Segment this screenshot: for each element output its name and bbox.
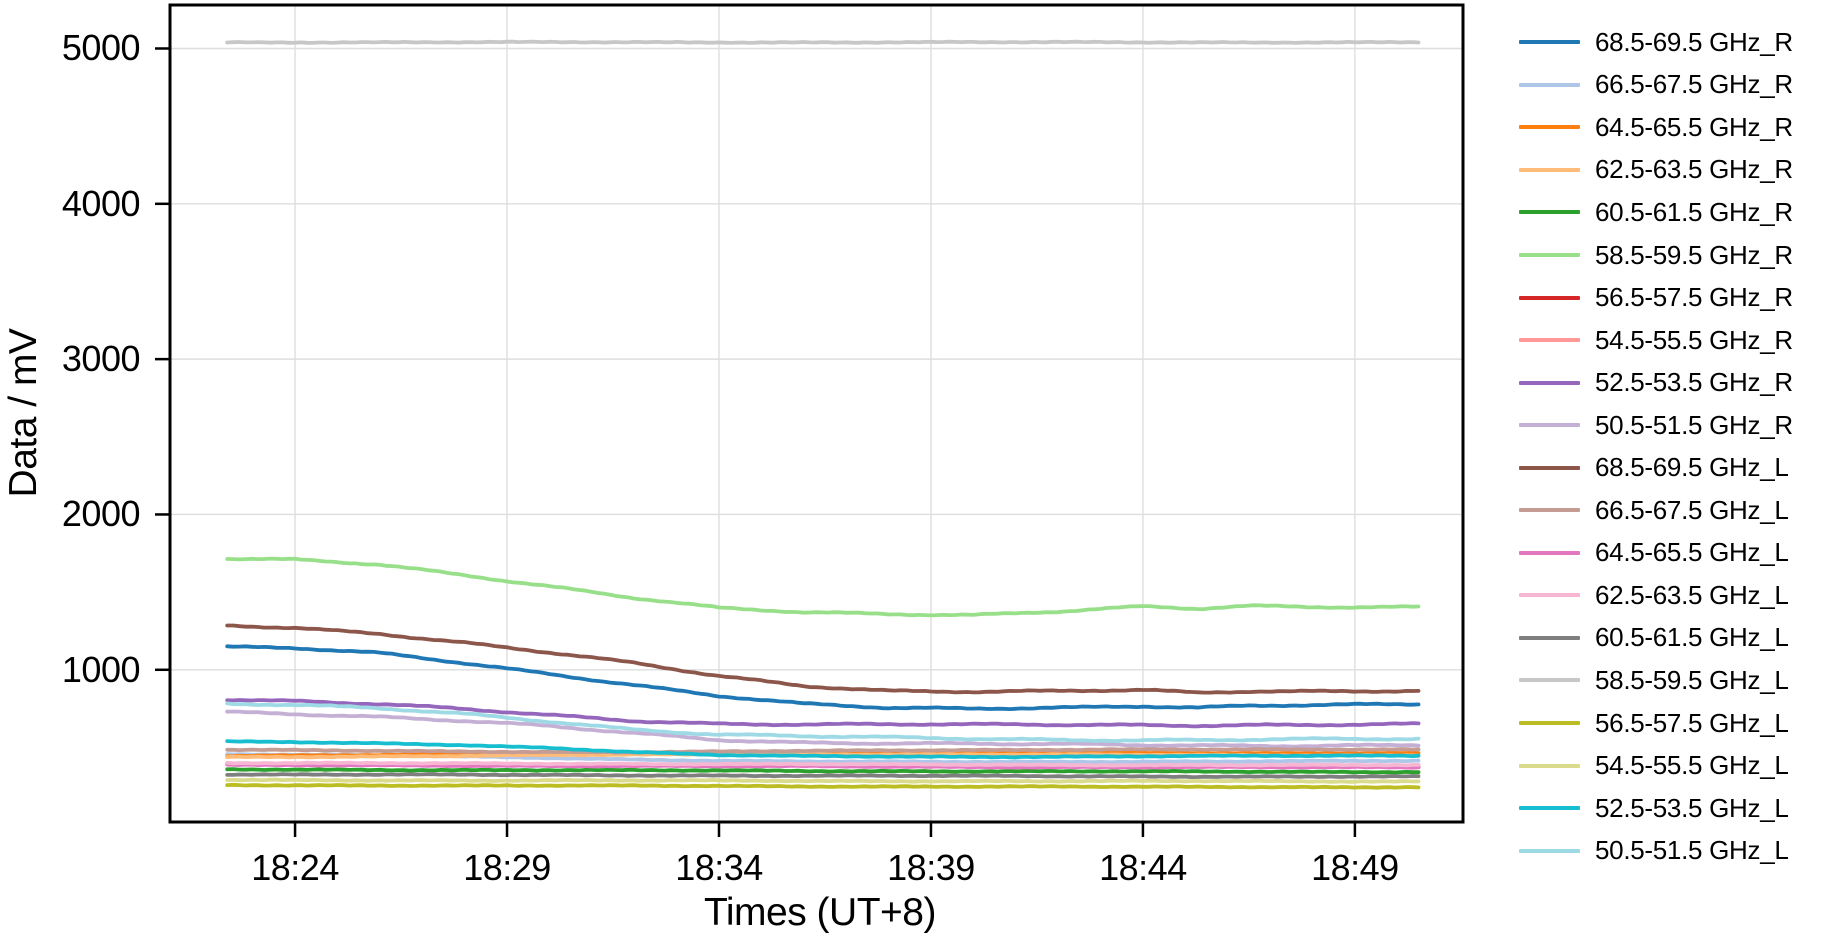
legend-label: 68.5-69.5 GHz_R — [1595, 26, 1793, 57]
legend-item: 66.5-67.5 GHz_L — [1519, 489, 1793, 532]
legend-item: 58.5-59.5 GHz_R — [1519, 234, 1793, 277]
legend-swatch — [1519, 295, 1580, 300]
series-line-60-5-61-5-ghz-l — [225, 772, 1421, 779]
legend-swatch — [1519, 210, 1580, 215]
legend-swatch — [1519, 40, 1580, 45]
legend-item: 50.5-51.5 GHz_L — [1519, 829, 1793, 872]
legend-swatch — [1519, 721, 1580, 726]
x-tick-label: 18:24 — [251, 847, 339, 888]
y-tick-label: 5000 — [61, 27, 141, 69]
series-lines — [225, 39, 1421, 790]
plot-frame — [168, 3, 1465, 824]
legend-item: 64.5-65.5 GHz_L — [1519, 532, 1793, 575]
legend-label: 68.5-69.5 GHz_L — [1595, 452, 1789, 483]
x-tick-label: 18:49 — [1311, 847, 1399, 888]
legend-label: 62.5-63.5 GHz_L — [1595, 579, 1789, 610]
series-line-58-5-59-5-ghz-l — [225, 39, 1421, 45]
series-line-68-5-69-5-ghz-l — [225, 623, 1421, 695]
legend-item: 58.5-59.5 GHz_L — [1519, 659, 1793, 702]
legend-item: 60.5-61.5 GHz_L — [1519, 617, 1793, 660]
x-axis-title: Times (UT+8) — [704, 891, 936, 934]
legend-label: 66.5-67.5 GHz_R — [1595, 69, 1793, 100]
legend-swatch — [1519, 593, 1580, 598]
legend-swatch — [1519, 763, 1580, 768]
legend-item: 68.5-69.5 GHz_L — [1519, 446, 1793, 489]
legend-label: 52.5-53.5 GHz_R — [1595, 367, 1793, 398]
series-line-62-5-63-5-ghz-l — [225, 760, 1421, 768]
legend-label: 56.5-57.5 GHz_L — [1595, 707, 1789, 738]
legend-label: 64.5-65.5 GHz_R — [1595, 111, 1793, 142]
series-line-54-5-55-5-ghz-l — [225, 777, 1421, 784]
y-tick-label: 1000 — [61, 648, 141, 690]
legend-swatch — [1519, 338, 1580, 343]
x-tick-label: 18:34 — [675, 847, 763, 888]
y-axis-title: Data / mV — [2, 328, 45, 498]
series-line-52-5-53-5-ghz-r — [225, 698, 1421, 729]
legend-label: 50.5-51.5 GHz_R — [1595, 409, 1793, 440]
legend-swatch — [1519, 678, 1580, 683]
y-tick-label: 3000 — [61, 338, 141, 380]
legend-swatch — [1519, 806, 1580, 811]
legend-label: 58.5-59.5 GHz_L — [1595, 664, 1789, 695]
legend-item: 66.5-67.5 GHz_R — [1519, 64, 1793, 107]
legend-item: 52.5-53.5 GHz_R — [1519, 361, 1793, 404]
legend-label: 52.5-53.5 GHz_L — [1595, 792, 1789, 823]
series-line-58-5-59-5-ghz-r — [225, 556, 1421, 618]
legend-label: 50.5-51.5 GHz_L — [1595, 835, 1789, 866]
legend-item: 64.5-65.5 GHz_R — [1519, 106, 1793, 149]
legend-item: 52.5-53.5 GHz_L — [1519, 787, 1793, 830]
legend-item: 50.5-51.5 GHz_R — [1519, 404, 1793, 447]
series-line-60-5-61-5-ghz-r — [225, 767, 1421, 775]
legend-item: 62.5-63.5 GHz_R — [1519, 149, 1793, 192]
legend-label: 62.5-63.5 GHz_R — [1595, 154, 1793, 185]
y-tick-label: 4000 — [61, 182, 141, 224]
legend-item: 68.5-69.5 GHz_R — [1519, 21, 1793, 64]
legend-item: 62.5-63.5 GHz_L — [1519, 574, 1793, 617]
legend-item: 56.5-57.5 GHz_R — [1519, 276, 1793, 319]
legend-swatch — [1519, 167, 1580, 172]
x-tick-label: 18:29 — [463, 847, 551, 888]
legend-label: 66.5-67.5 GHz_L — [1595, 494, 1789, 525]
series-line-52-5-53-5-ghz-l — [225, 739, 1421, 760]
legend-swatch — [1519, 82, 1580, 87]
legend-label: 54.5-55.5 GHz_L — [1595, 750, 1789, 781]
series-line-66-5-67-5-ghz-l — [225, 747, 1421, 755]
series-line-56-5-57-5-ghz-l — [225, 782, 1421, 790]
y-tick-label: 2000 — [61, 493, 141, 535]
legend-swatch — [1519, 465, 1580, 470]
legend-swatch — [1519, 635, 1580, 640]
legend-swatch — [1519, 125, 1580, 130]
legend-swatch — [1519, 253, 1580, 257]
legend-swatch — [1519, 380, 1580, 385]
x-tick-label: 18:44 — [1099, 847, 1187, 888]
tick-marks — [155, 47, 1357, 837]
gridlines — [170, 5, 1463, 822]
legend-item: 54.5-55.5 GHz_R — [1519, 319, 1793, 362]
legend-item: 54.5-55.5 GHz_L — [1519, 744, 1793, 787]
legend-swatch — [1519, 550, 1580, 555]
legend-label: 54.5-55.5 GHz_R — [1595, 324, 1793, 355]
legend-swatch — [1519, 508, 1580, 513]
legend: 68.5-69.5 GHz_R 66.5-67.5 GHz_R 64.5-65.5 … — [1519, 21, 1793, 872]
series-line-50-5-51-5-ghz-r — [225, 709, 1421, 749]
legend-label: 60.5-61.5 GHz_L — [1595, 622, 1789, 653]
series-line-68-5-69-5-ghz-r — [225, 644, 1421, 711]
legend-label: 60.5-61.5 GHz_R — [1595, 196, 1793, 227]
legend-swatch — [1519, 423, 1580, 428]
legend-swatch — [1519, 848, 1580, 853]
x-tick-label: 18:39 — [887, 847, 975, 888]
legend-item: 60.5-61.5 GHz_R — [1519, 191, 1793, 234]
legend-label: 64.5-65.5 GHz_L — [1595, 537, 1789, 568]
legend-label: 58.5-59.5 GHz_R — [1595, 239, 1793, 270]
series-line-50-5-51-5-ghz-l — [225, 701, 1421, 743]
legend-item: 56.5-57.5 GHz_L — [1519, 702, 1793, 745]
legend-label: 56.5-57.5 GHz_R — [1595, 282, 1793, 313]
